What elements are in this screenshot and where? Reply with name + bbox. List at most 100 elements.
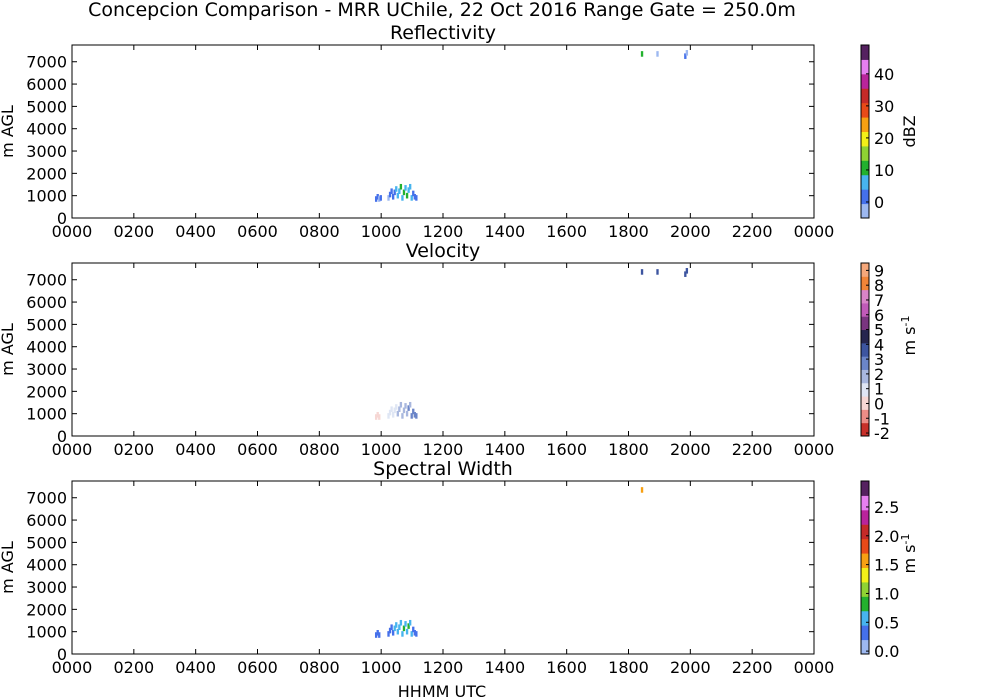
colorbar-segment xyxy=(861,422,869,437)
x-tick-label: 0000 xyxy=(52,440,93,459)
colorbar-segment xyxy=(861,509,869,525)
data-cell xyxy=(401,195,404,201)
y-axis-label: m AGL xyxy=(0,323,17,376)
data-cell xyxy=(413,194,416,200)
data-cell xyxy=(374,414,378,420)
y-tick-label: 3000 xyxy=(26,578,67,597)
data-cell xyxy=(391,194,395,200)
y-tick-label: 3000 xyxy=(26,142,67,161)
x-tick-label: 1400 xyxy=(484,658,525,677)
colorbar-tick-label: 6 xyxy=(874,306,884,325)
colorbar-tick-label: 0 xyxy=(874,193,884,212)
data-cell xyxy=(401,413,404,419)
data-cell xyxy=(640,487,644,493)
colorbar-segment xyxy=(861,174,869,190)
x-tick-label: 0000 xyxy=(794,440,835,459)
y-tick-label: 6000 xyxy=(26,75,67,94)
x-tick-label: 2200 xyxy=(732,440,773,459)
data-cell xyxy=(408,183,412,190)
colorbar-segment xyxy=(861,117,869,132)
x-tick-label: 1400 xyxy=(484,222,525,241)
colorbar-segment xyxy=(861,329,869,344)
colorbar-label: dBZ xyxy=(900,115,919,147)
colorbar-tick-label: -2 xyxy=(874,424,890,443)
colorbar-tick-label: 2.0 xyxy=(874,527,899,546)
y-tick-label: 2000 xyxy=(26,382,67,401)
data-cell xyxy=(387,195,390,201)
data-cell xyxy=(378,414,381,420)
data-cell xyxy=(374,632,378,638)
data-cell xyxy=(412,408,415,415)
colorbar-segment xyxy=(861,481,869,496)
data-cell xyxy=(395,622,398,628)
x-tick-label: 1800 xyxy=(608,222,649,241)
data-cell xyxy=(402,625,406,632)
colorbar-segment xyxy=(861,45,869,60)
colorbar-segment xyxy=(861,538,869,554)
data-cell xyxy=(405,410,409,417)
data-cell xyxy=(395,404,398,410)
colorbar-frame xyxy=(860,262,870,437)
y-tick-label: 1000 xyxy=(26,405,67,424)
x-tick-label: 0000 xyxy=(52,222,93,241)
data-cell xyxy=(388,627,392,634)
y-tick-label: 4000 xyxy=(26,338,67,357)
data-cell xyxy=(388,409,392,416)
colorbar-tick-label: 10 xyxy=(874,161,894,180)
x-tick-label: 0200 xyxy=(113,222,154,241)
y-tick-label: 5000 xyxy=(26,315,67,334)
y-tick-label: 7000 xyxy=(26,489,67,508)
data-cell xyxy=(410,195,413,201)
colorbar-tick-label: 2.5 xyxy=(874,498,899,517)
x-tick-label: 0800 xyxy=(299,440,340,459)
colorbar-tick-label: -1 xyxy=(874,409,890,428)
data-cell xyxy=(393,625,396,632)
colorbar-segment xyxy=(861,382,869,397)
x-tick-label: 0200 xyxy=(113,440,154,459)
plot-frame xyxy=(71,262,815,437)
data-cell xyxy=(685,268,689,274)
data-cell xyxy=(379,195,382,201)
colorbar-segment xyxy=(861,189,869,205)
colorbar-tick-label: 0.0 xyxy=(874,642,899,661)
data-cell xyxy=(415,631,418,637)
colorbar-segment xyxy=(861,610,869,626)
x-tick-label: 0200 xyxy=(113,658,154,677)
data-cell xyxy=(684,271,687,277)
colorbar-tick-label: 8 xyxy=(874,276,884,295)
colorbar-segment xyxy=(861,625,869,641)
y-tick-label: 0 xyxy=(57,209,67,228)
colorbar-tick-label: 1.5 xyxy=(874,556,899,575)
colorbar-segment xyxy=(861,59,869,75)
x-tick-label: 0000 xyxy=(794,658,835,677)
colorbar-segment xyxy=(861,289,869,304)
data-cell xyxy=(390,188,393,195)
data-cell xyxy=(412,190,415,197)
x-tick-label: 1200 xyxy=(423,440,464,459)
data-cell xyxy=(684,53,687,59)
data-cell xyxy=(378,196,381,202)
y-tick-label: 6000 xyxy=(26,293,67,312)
x-tick-label: 1800 xyxy=(608,440,649,459)
data-cell xyxy=(391,630,395,636)
data-cell xyxy=(407,405,410,411)
colorbar-segment xyxy=(861,276,869,291)
data-cell xyxy=(398,406,401,413)
data-cell xyxy=(393,407,396,414)
panel-title: Velocity xyxy=(406,240,481,262)
data-cell xyxy=(405,192,409,199)
data-cell xyxy=(387,631,390,637)
data-cell xyxy=(410,631,413,637)
data-cell xyxy=(402,189,406,196)
x-tick-label: 0400 xyxy=(175,658,216,677)
y-axis-label: m AGL xyxy=(0,541,17,594)
y-tick-label: 1000 xyxy=(26,623,67,642)
colorbar-segment xyxy=(861,524,869,540)
x-tick-label: 1600 xyxy=(546,658,587,677)
colorbar-segment xyxy=(861,369,869,384)
data-cell xyxy=(374,196,378,202)
data-cell xyxy=(387,413,390,419)
colorbar-tick-label: 9 xyxy=(874,261,884,280)
